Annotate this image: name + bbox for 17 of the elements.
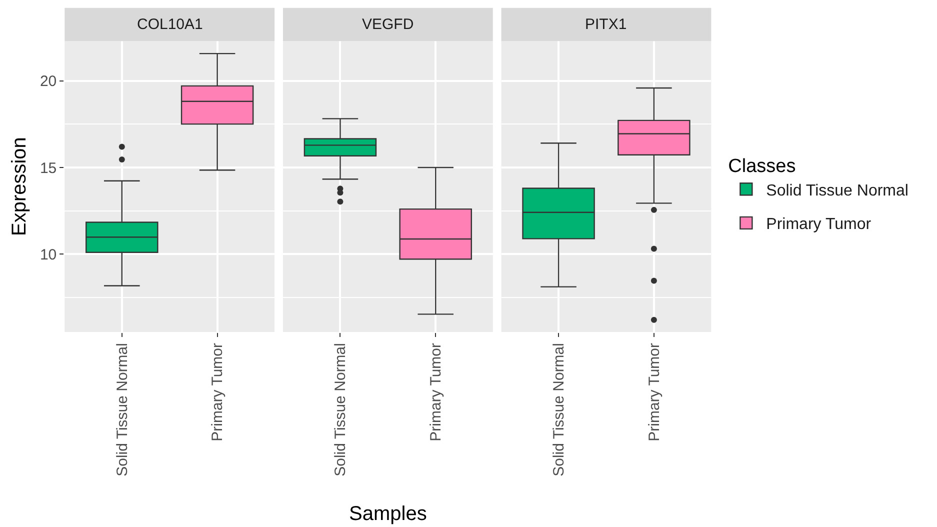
x-tick-label: Primary Tumor: [428, 343, 444, 442]
legend-label: Solid Tissue Normal: [766, 182, 908, 200]
x-tick-label: Solid Tissue Normal: [114, 343, 131, 476]
chart-title: PITX1: [585, 16, 627, 33]
legend-label: Primary Tumor: [766, 216, 872, 234]
x-axis-title: Samples: [349, 503, 427, 525]
chart-title: VEGFD: [362, 16, 414, 33]
x-tick-label: Solid Tissue Normal: [332, 343, 350, 476]
y-tick-label: 15: [40, 160, 57, 177]
y-axis-title: Expression: [8, 137, 30, 236]
x-tick-label: Solid Tissue Normal: [550, 343, 568, 476]
x-tick-label: Primary Tumor: [646, 343, 663, 442]
x-tick-label: Primary Tumor: [209, 343, 226, 442]
y-tick-label: 10: [40, 246, 57, 264]
chart-title: COL10A1: [137, 16, 203, 33]
legend-title: Classes: [728, 156, 796, 178]
y-tick-label: 20: [40, 73, 57, 90]
